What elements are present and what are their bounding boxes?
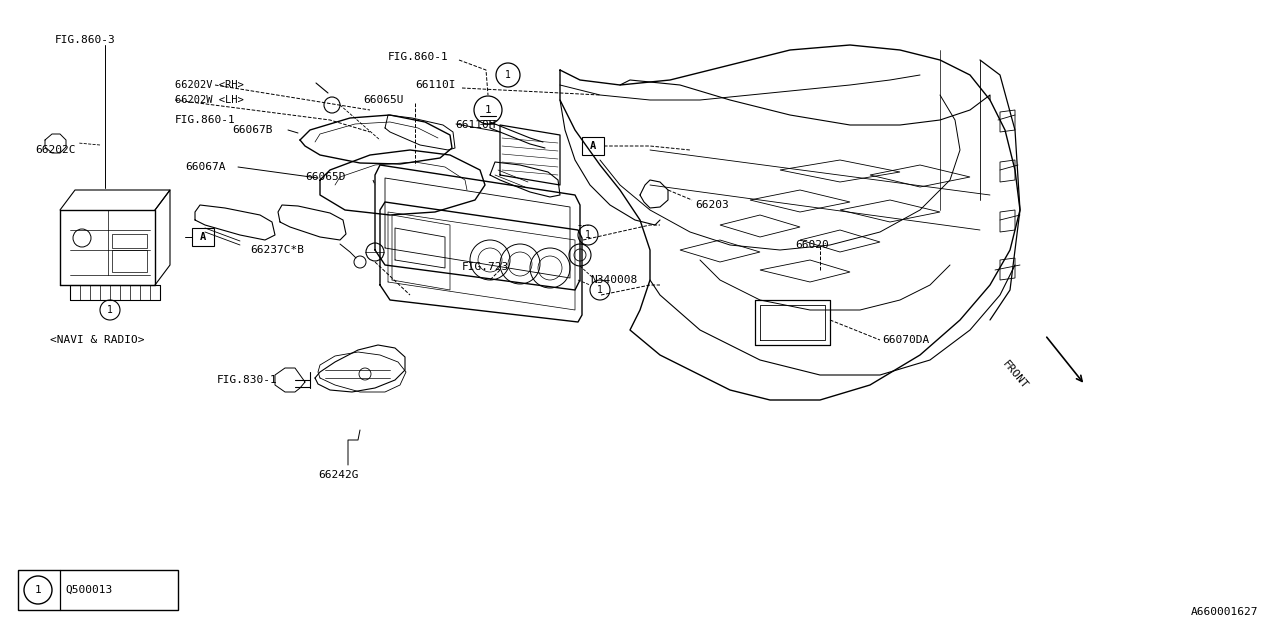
Bar — [18, 570, 178, 610]
Bar — [582, 137, 604, 155]
Text: FIG.860-3: FIG.860-3 — [55, 35, 115, 45]
Text: FIG.830-1: FIG.830-1 — [218, 375, 278, 385]
Text: FRONT: FRONT — [1000, 359, 1029, 391]
Text: 1: 1 — [35, 585, 41, 595]
Text: 66110H: 66110H — [454, 120, 495, 130]
Text: 66065U: 66065U — [364, 95, 403, 105]
Text: FIG.860-1: FIG.860-1 — [175, 115, 236, 125]
Text: N340008: N340008 — [590, 275, 637, 285]
Text: 66242G: 66242G — [317, 470, 358, 480]
Text: 1: 1 — [485, 105, 492, 115]
Text: 66237C*B: 66237C*B — [250, 245, 305, 255]
Circle shape — [24, 576, 52, 604]
Bar — [113, 250, 147, 272]
Bar — [113, 234, 147, 248]
Text: Q500013: Q500013 — [65, 585, 113, 595]
Text: A660001627: A660001627 — [1190, 607, 1258, 617]
Text: 66202W <LH>: 66202W <LH> — [175, 95, 243, 105]
Text: 1: 1 — [585, 230, 591, 240]
Text: <NAVI & RADIO>: <NAVI & RADIO> — [50, 335, 145, 345]
Text: 1: 1 — [506, 70, 511, 80]
Text: FIG.860-1: FIG.860-1 — [388, 52, 449, 62]
Text: 66110I: 66110I — [415, 80, 456, 90]
Text: 66202C: 66202C — [35, 145, 76, 155]
Text: 66203: 66203 — [695, 200, 728, 210]
Text: 1: 1 — [596, 285, 603, 295]
Text: 66020: 66020 — [795, 240, 828, 250]
Text: 66067A: 66067A — [186, 162, 225, 172]
Text: 66065D: 66065D — [305, 172, 346, 182]
Text: 66067B: 66067B — [232, 125, 273, 135]
Text: A: A — [590, 141, 596, 151]
Text: FIG.723: FIG.723 — [462, 262, 509, 272]
Text: A: A — [200, 232, 206, 242]
Text: 66070DA: 66070DA — [882, 335, 929, 345]
Text: 1: 1 — [108, 305, 113, 315]
Text: 66202V <RH>: 66202V <RH> — [175, 80, 243, 90]
Bar — [192, 228, 214, 246]
